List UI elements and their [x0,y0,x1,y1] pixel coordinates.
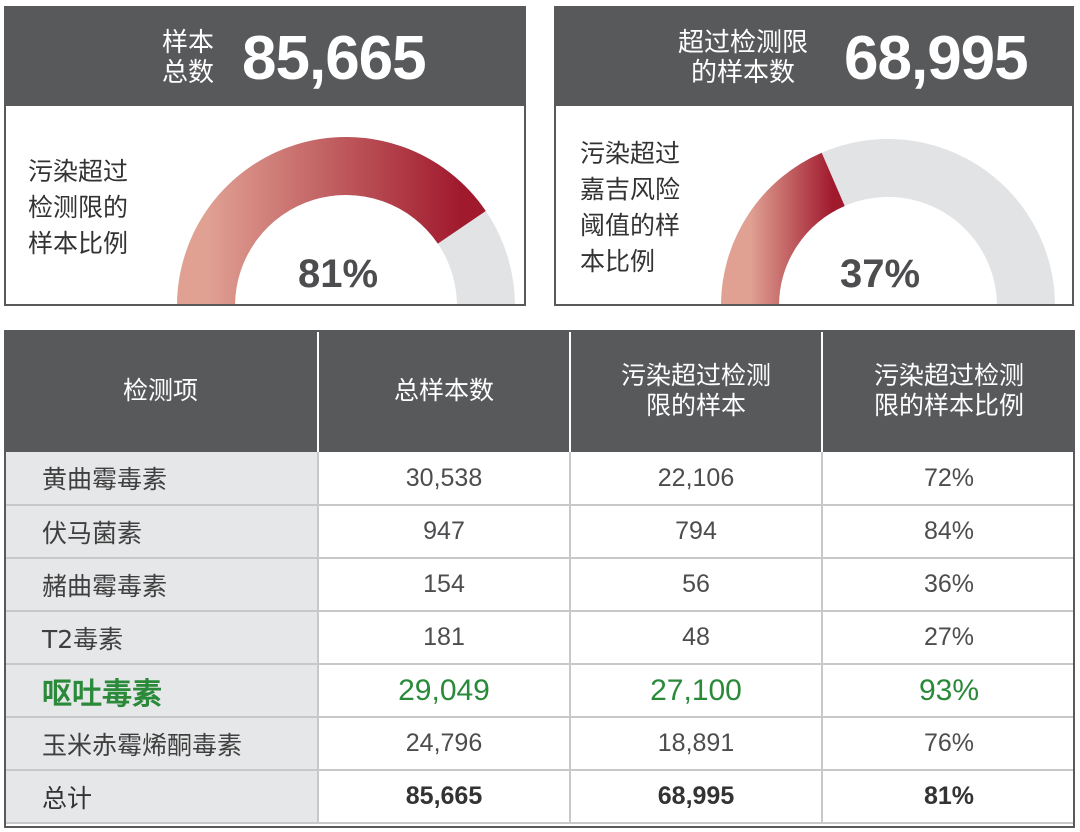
table-header-row: 检测项 总样本数 污染超过检测 限的样本 污染超过检测 限的样本比例 [4,330,1075,452]
over-limit-ratio: 93% [821,664,1075,718]
gauge-fill [721,152,846,304]
over-limit-samples: 27,100 [569,664,822,718]
total-samples: 85,665 [317,770,570,824]
over-limit-samples: 48 [569,611,822,665]
gauge-description: 污染超过 嘉吉风险 阈值的样 本比例 [580,136,680,280]
toxin-name: 伏马菌素 [4,505,318,559]
over-limit-samples: 18,891 [569,717,822,771]
column-header-total: 总样本数 [317,330,570,452]
table-row: T2毒素 181 48 27% [4,611,1075,665]
over-limit-label: 超过检测限 的样本数 [678,28,808,88]
desc-line: 嘉吉风险 [580,175,681,204]
sample-total-header: 样本 总数 85,665 [6,8,524,106]
over-limit-samples: 794 [569,505,822,559]
header-line: 检测项 [122,376,198,405]
label-line: 总数 [162,58,215,88]
header-line: 总样本数 [393,376,494,405]
desc-line: 检测限的 [28,193,129,222]
over-limit-samples: 56 [569,558,822,612]
sample-total-card: 样本 总数 85,665 污染超过 检测限的 样本比例 81% [4,6,526,306]
over-limit-ratio: 84% [821,505,1075,559]
total-samples: 24,796 [317,717,570,771]
table-row: 黄曲霉毒素 30,538 22,106 72% [4,452,1075,506]
total-samples: 181 [317,611,570,665]
mycotoxin-table: 检测项 总样本数 污染超过检测 限的样本 污染超过检测 限的样本比例 黄曲霉毒素… [4,330,1075,824]
over-limit-samples: 22,106 [569,452,822,506]
toxin-name: 黄曲霉毒素 [4,452,318,506]
total-samples: 154 [317,558,570,612]
gauge-fill [177,137,486,304]
over-limit-body: 污染超过 嘉吉风险 阈值的样 本比例 37% [556,106,1072,304]
total-samples: 30,538 [317,452,570,506]
desc-line: 样本比例 [28,229,129,258]
table-row: 赭曲霉毒素 154 56 36% [4,558,1075,612]
table-row: 伏马菌素 947 794 84% [4,505,1075,559]
label-line: 样本 [162,28,215,58]
sample-total-label: 样本 总数 [162,28,214,88]
total-samples: 947 [317,505,570,559]
over-limit-card: 超过检测限 的样本数 68,995 污染超过 嘉吉风险 阈值的样 本比例 37% [554,6,1074,306]
toxin-name: T2毒素 [4,611,318,665]
label-line: 的样本数 [691,58,796,88]
gauge-percent-label: 37% [840,252,921,296]
table-row: 玉米赤霉烯酮毒素 24,796 18,891 76% [4,717,1075,771]
column-header-over-limit: 污染超过检测 限的样本 [569,330,822,452]
over-limit-header: 超过检测限 的样本数 68,995 [556,8,1072,106]
total-label: 总计 [4,770,318,824]
column-header-item: 检测项 [4,330,318,452]
table-total-row: 总计 85,665 68,995 81% [4,770,1075,824]
detection-ratio-gauge [177,137,515,304]
header-line: 污染超过检测 [620,361,771,390]
sample-total-body: 污染超过 检测限的 样本比例 81% [6,106,524,304]
gauge-percent-label: 81% [298,252,379,296]
toxin-name: 玉米赤霉烯酮毒素 [4,717,318,771]
over-limit-value: 68,995 [844,24,1029,93]
toxin-name: 呕吐毒素 [4,664,318,718]
toxin-name: 赭曲霉毒素 [4,558,318,612]
column-header-ratio: 污染超过检测 限的样本比例 [821,330,1075,452]
total-samples: 29,049 [317,664,570,718]
header-line: 污染超过检测 [873,361,1024,390]
desc-line: 本比例 [580,247,656,276]
gauge-description: 污染超过 检测限的 样本比例 [28,154,128,262]
risk-threshold-gauge [721,139,1055,304]
over-limit-ratio: 72% [821,452,1075,506]
table-row-highlighted: 呕吐毒素 29,049 27,100 93% [4,664,1075,718]
sample-total-value: 85,665 [242,24,427,93]
over-limit-ratio: 27% [821,611,1075,665]
desc-line: 污染超过 [28,157,129,186]
header-line: 限的样本比例 [873,391,1024,420]
header-line: 限的样本 [645,391,746,420]
label-line: 超过检测限 [678,28,809,58]
over-limit-samples: 68,995 [569,770,822,824]
desc-line: 污染超过 [580,139,681,168]
over-limit-ratio: 36% [821,558,1075,612]
over-limit-ratio: 76% [821,717,1075,771]
over-limit-ratio: 81% [821,770,1075,824]
desc-line: 阈值的样 [580,211,681,240]
